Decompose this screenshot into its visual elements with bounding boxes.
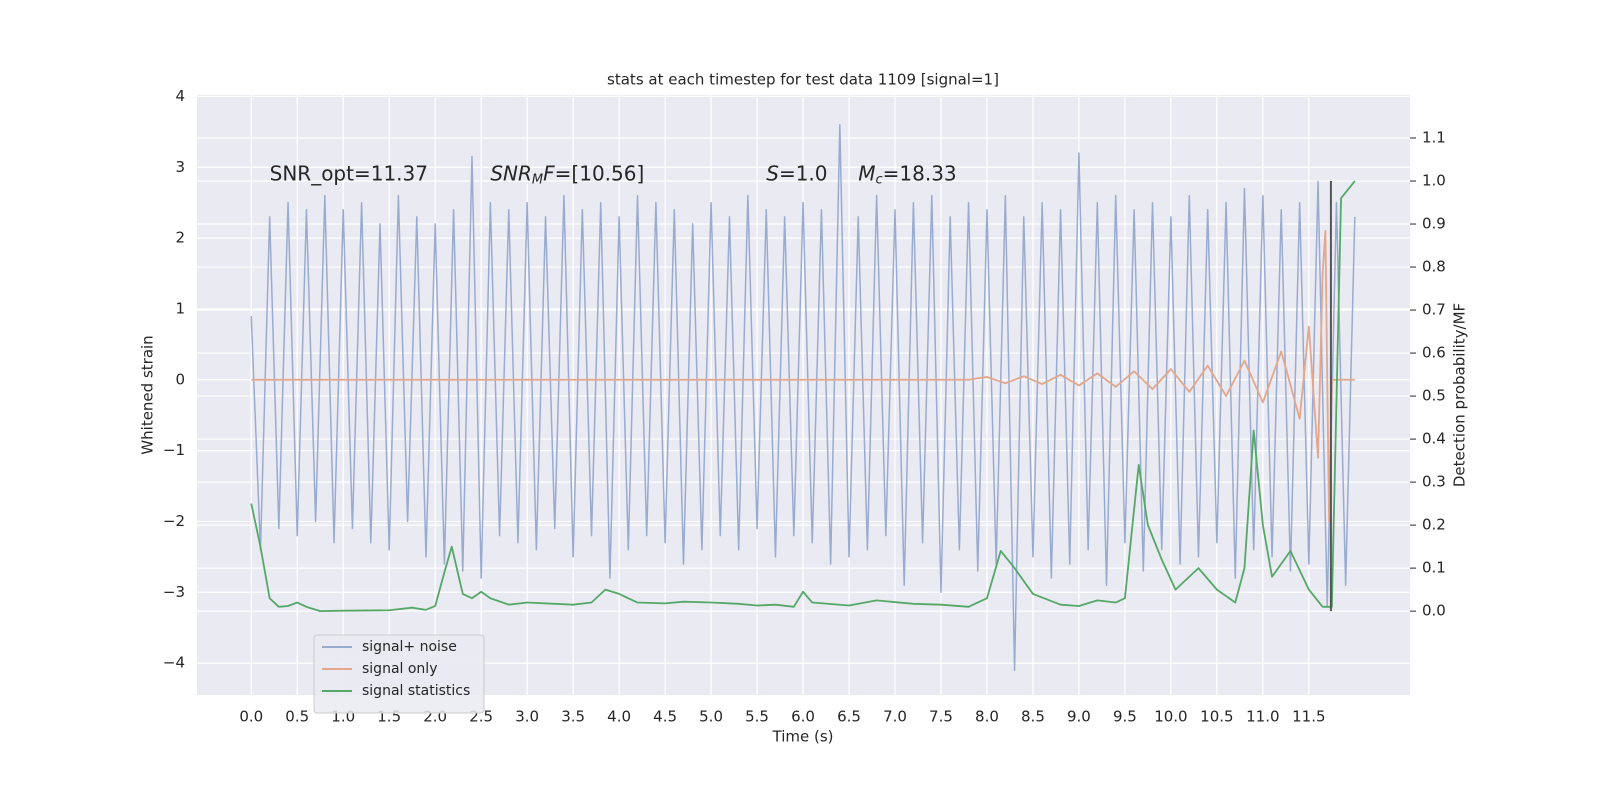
labels: 0.0 0.5 1.0 1.5 2.0 2.5 3.0 3.5 4.0 4.5 5.0 5.5 6.0 6… bbox=[163, 87, 1446, 726]
y-tick-label: 3 bbox=[175, 158, 185, 176]
series-line bbox=[250, 124, 1356, 671]
marks bbox=[250, 124, 1356, 671]
annotation: SNR_opt=11.37 bbox=[270, 161, 428, 185]
annotation-part: c bbox=[875, 172, 882, 187]
annotation: Mc=18.33 bbox=[858, 161, 956, 187]
annotation-part: M bbox=[532, 172, 543, 187]
x-tick-label: 11.0 bbox=[1246, 708, 1279, 726]
y-tick-label: 4 bbox=[175, 87, 185, 105]
y-tick-label: −1 bbox=[163, 441, 185, 459]
annotation-part: =[10.56] bbox=[555, 161, 645, 185]
legend-label: signal only bbox=[362, 661, 437, 677]
x-tick-label: 6.5 bbox=[837, 708, 861, 726]
y-tick-label: 2 bbox=[175, 229, 185, 247]
x-axis-label: Time (s) bbox=[772, 728, 834, 746]
y2-tick-label: 0.9 bbox=[1422, 215, 1446, 233]
y2-tick-label: 0.7 bbox=[1422, 301, 1446, 319]
legend-box bbox=[313, 634, 485, 714]
y2-tick-label: 0.3 bbox=[1422, 473, 1446, 491]
annotation: SNRMF=[10.56] bbox=[490, 161, 644, 187]
y2-tick-label: 1.1 bbox=[1422, 129, 1446, 147]
x-tick-label: 0.0 bbox=[239, 708, 263, 726]
x-tick-label: 7.5 bbox=[929, 708, 953, 726]
series-line bbox=[251, 230, 1355, 523]
chart-title: stats at each timestep for test data 110… bbox=[607, 71, 999, 89]
x-tick-label: 10.0 bbox=[1154, 708, 1187, 726]
y2-tick-label: 0.8 bbox=[1422, 258, 1446, 276]
x-tick-label: 11.5 bbox=[1292, 708, 1325, 726]
y-axis-label: Whitened strain bbox=[139, 335, 157, 454]
y2-axis-label: Detection probability/MF bbox=[1451, 303, 1469, 487]
y2-tick-label: 0.1 bbox=[1422, 559, 1446, 577]
series-line bbox=[250, 180, 1356, 613]
x-tick-label: 6.0 bbox=[791, 708, 815, 726]
annotation-part: SNR bbox=[490, 161, 532, 185]
annotation-part: M bbox=[858, 161, 875, 185]
legend-label: signal statistics bbox=[362, 683, 470, 699]
annotation-part: S bbox=[766, 161, 779, 185]
annotation-part: F bbox=[543, 161, 555, 185]
x-tick-label: 0.5 bbox=[285, 708, 309, 726]
y-tick-label: −2 bbox=[163, 512, 185, 530]
x-tick-label: 10.5 bbox=[1200, 708, 1233, 726]
y2-tick-label: 1.0 bbox=[1422, 172, 1446, 190]
x-tick-label: 5.0 bbox=[699, 708, 723, 726]
x-tick-label: 4.0 bbox=[607, 708, 631, 726]
y-tick-label: 1 bbox=[175, 299, 185, 317]
annotation-part: SNR_opt=11.37 bbox=[270, 161, 428, 185]
x-tick-label: 4.5 bbox=[653, 708, 677, 726]
annotation: S=1.0 bbox=[766, 161, 827, 185]
x-tick-label: 8.0 bbox=[975, 708, 999, 726]
y-tick-label: −4 bbox=[163, 654, 185, 672]
y2-tick-label: 0.0 bbox=[1422, 602, 1446, 620]
annotation-part: =18.33 bbox=[883, 161, 957, 185]
x-tick-label: 8.5 bbox=[1021, 708, 1045, 726]
x-tick-label: 9.0 bbox=[1067, 708, 1091, 726]
x-tick-label: 3.0 bbox=[515, 708, 539, 726]
annotation-part: =1.0 bbox=[779, 161, 828, 185]
legend-label: signal+ noise bbox=[362, 639, 457, 655]
x-tick-label: 3.5 bbox=[561, 708, 585, 726]
y2-tick-label: 0.2 bbox=[1422, 516, 1446, 534]
x-tick-label: 5.5 bbox=[745, 708, 769, 726]
y-tick-label: −3 bbox=[163, 583, 185, 601]
x-tick-label: 7.0 bbox=[883, 708, 907, 726]
x-tick-label: 9.5 bbox=[1113, 708, 1137, 726]
y2-tick-label: 0.4 bbox=[1422, 430, 1446, 448]
y2-tick-label: 0.6 bbox=[1422, 344, 1446, 362]
y-tick-label: 0 bbox=[175, 370, 185, 388]
y2-tick-label: 0.5 bbox=[1422, 387, 1446, 405]
